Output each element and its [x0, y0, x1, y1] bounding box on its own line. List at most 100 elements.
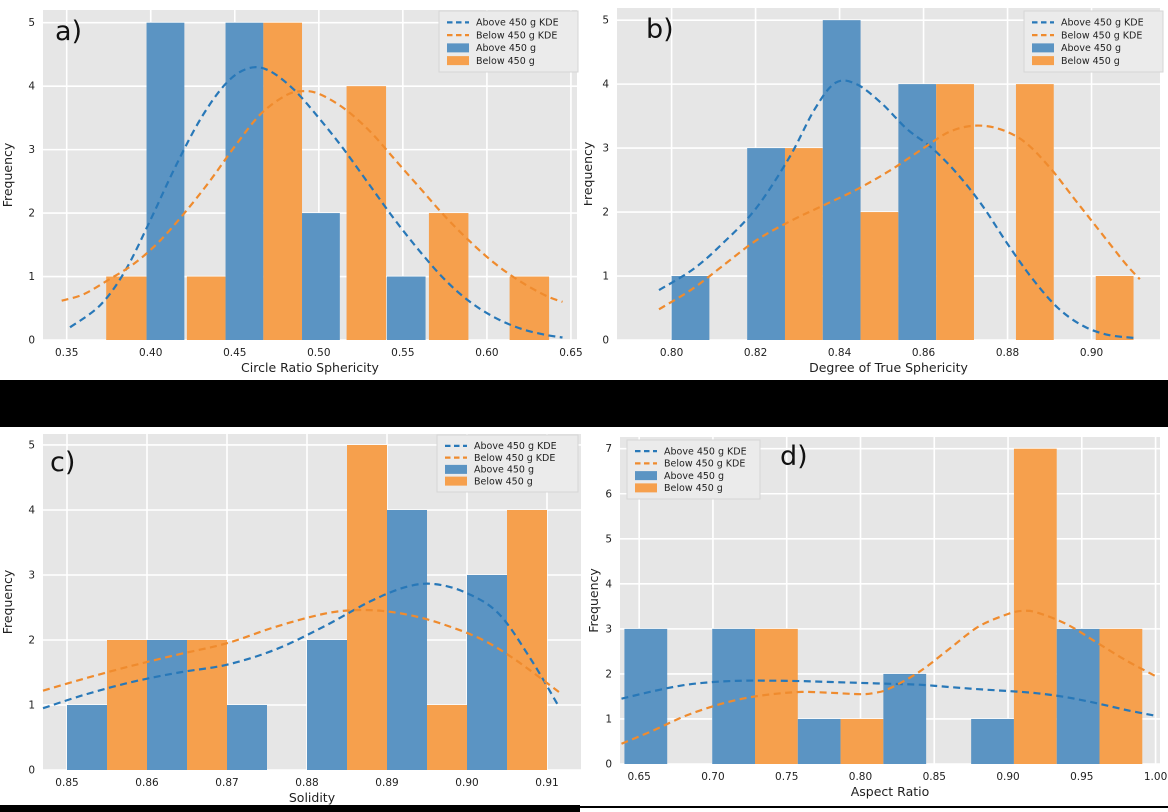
x-tick-label: 0.85 — [55, 777, 78, 789]
bar-below-450g — [346, 86, 387, 341]
bar-above-450g — [67, 704, 107, 770]
x-axis-label: Circle Ratio Sphericity — [241, 360, 379, 375]
bar-above-450g — [147, 639, 187, 770]
legend-item-label: Above 450 g KDE — [476, 18, 559, 29]
y-tick-label: 4 — [28, 81, 35, 93]
x-tick-label: 0.65 — [627, 771, 650, 783]
bar-below-450g — [428, 213, 469, 340]
legend-swatch-above-patch — [1032, 43, 1054, 53]
x-tick-label: 0.90 — [996, 771, 1019, 783]
y-tick-label: 1 — [28, 271, 35, 283]
x-tick-label: 0.90 — [455, 777, 478, 789]
y-tick-label: 0 — [28, 335, 35, 347]
bar-above-450g — [624, 628, 668, 764]
y-tick-label: 1 — [605, 713, 612, 725]
panel-label: c) — [50, 447, 75, 478]
x-tick-label: 0.50 — [307, 347, 330, 359]
chart-c: 0.85 0.86 0.87 0.88 0.89 0.90 0.91 0 1 2 3 4 5 Solidi… — [0, 427, 584, 806]
chart-b: 0.80 0.82 0.84 0.86 0.88 0.90 0 1 2 3 4 5 Degree of … — [584, 0, 1168, 380]
bar-above-450g — [387, 509, 427, 770]
legend-item-label: Below 450 g — [1061, 56, 1120, 67]
bar-below-450g — [106, 276, 147, 340]
bar-above-450g — [712, 628, 755, 764]
x-tick-label: 0.87 — [215, 777, 238, 789]
y-tick-label: 3 — [605, 623, 612, 635]
bar-above-450g — [971, 718, 1014, 764]
bottom-bar — [0, 805, 580, 812]
bar-below-450g — [1099, 628, 1143, 764]
x-tick-label: 0.89 — [375, 777, 398, 789]
kde-below-450g-line — [621, 609, 1157, 745]
y-axis-label: Frequency — [0, 142, 15, 207]
chart-d: 0.65 0.70 0.75 0.80 0.85 0.90 0.95 1.00 0 1 2 3 4 5 6 7… — [584, 427, 1168, 806]
y-tick-label: 5 — [28, 439, 35, 451]
bar-above-450g — [1056, 628, 1100, 764]
x-tick-label: 0.95 — [1070, 771, 1093, 783]
bar-above-450g — [227, 704, 267, 770]
y-tick-label: 7 — [605, 443, 612, 455]
legend-item-label: Below 450 g — [474, 476, 533, 487]
bar-above-450g — [671, 276, 710, 340]
legend-item-label: Below 450 g KDE — [1061, 30, 1142, 41]
x-tick-label: 0.45 — [223, 347, 246, 359]
panel-label: a) — [55, 16, 82, 47]
bar-below-450g — [1013, 448, 1057, 764]
y-tick-label: 3 — [602, 143, 609, 155]
bar-above-450g — [822, 20, 861, 340]
x-tick-label: 0.86 — [135, 777, 159, 789]
y-tick-label: 2 — [602, 207, 609, 219]
bar-below-450g — [840, 718, 884, 764]
legend-item-label: Below 450 g — [664, 483, 723, 494]
kde-above-450g-line — [69, 66, 563, 339]
kde-above-450g-line — [621, 679, 1156, 717]
x-tick-label: 0.85 — [923, 771, 946, 783]
y-axis-label: Frequency — [0, 569, 15, 634]
bar-above-450g — [307, 639, 347, 770]
bar-below-450g — [186, 276, 226, 340]
legend-swatch-above-patch — [447, 43, 469, 53]
bar-below-450g — [263, 22, 303, 340]
x-tick-label: 0.65 — [559, 347, 582, 359]
y-tick-label: 6 — [605, 488, 612, 500]
chart-b-canvas: 0.80 0.82 0.84 0.86 0.88 0.90 0 1 2 3 4 5 Degree of … — [584, 8, 1164, 375]
y-tick-label: 1 — [28, 699, 35, 711]
legend-swatch-above-patch — [445, 464, 467, 474]
bar-below-450g — [1015, 84, 1054, 340]
panel-label: d) — [780, 441, 808, 472]
legend-item-label: Below 450 g KDE — [474, 453, 555, 464]
y-tick-label: 5 — [602, 15, 609, 27]
x-tick-label: 0.55 — [391, 347, 414, 359]
x-axis-label: Degree of True Sphericity — [809, 360, 968, 375]
bar-above-450g — [225, 22, 264, 340]
x-tick-label: 0.88 — [996, 347, 1019, 359]
legend-swatch-below-patch — [445, 476, 467, 486]
x-tick-label: 0.80 — [849, 771, 872, 783]
bar-above-450g — [146, 22, 185, 340]
legend-item-label: Above 450 g KDE — [664, 446, 747, 457]
panel-label: b) — [646, 14, 674, 45]
bar-below-450g — [187, 639, 227, 770]
kde-above-450g-line — [658, 79, 1136, 340]
x-axis-label: Solidity — [289, 790, 336, 805]
kde-below-450g-line — [61, 89, 563, 303]
x-tick-label: 0.40 — [139, 347, 162, 359]
y-tick-label: 2 — [28, 634, 35, 646]
bar-below-450g — [936, 84, 974, 340]
y-tick-label: 4 — [28, 504, 35, 516]
x-tick-label: 0.80 — [660, 347, 683, 359]
y-tick-label: 1 — [602, 271, 609, 283]
bar-below-450g — [107, 639, 147, 770]
bar-above-450g — [302, 213, 340, 340]
y-tick-label: 4 — [602, 79, 609, 91]
legend-item-label: Below 450 g — [476, 56, 535, 67]
chart-a-canvas: 0.35 0.40 0.45 0.50 0.55 0.60 0.65 0 1 2 3 4 5 Circle… — [0, 10, 583, 375]
legend-swatch-below-patch — [447, 56, 469, 66]
x-tick-label: 0.60 — [475, 347, 498, 359]
bar-below-450g — [427, 704, 467, 770]
bar-below-450g — [347, 444, 387, 770]
kde-above-450g-line — [42, 582, 560, 710]
x-tick-label: 0.90 — [1080, 347, 1103, 359]
kde-below-450g-line — [658, 124, 1141, 311]
legend-swatch-above-patch — [635, 471, 657, 481]
